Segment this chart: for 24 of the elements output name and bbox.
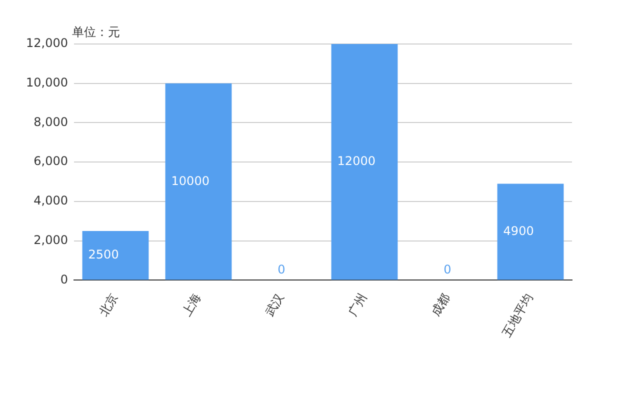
x-tick-label: 成都 bbox=[428, 290, 453, 319]
x-tick-label: 北京 bbox=[96, 290, 121, 319]
y-tick-label: 4,000 bbox=[34, 194, 68, 208]
y-tick-label: 8,000 bbox=[34, 114, 68, 129]
data-label: 0 bbox=[444, 262, 452, 276]
x-tick-label: 广州 bbox=[346, 290, 370, 319]
data-label: 2500 bbox=[88, 248, 119, 262]
y-tick-label: 2,000 bbox=[34, 232, 68, 247]
x-tick-label: 五地平均 bbox=[500, 290, 536, 340]
data-label: 12000 bbox=[337, 154, 376, 168]
data-label: 0 bbox=[278, 262, 286, 276]
x-tick-label: 上海 bbox=[180, 290, 204, 319]
bar bbox=[165, 83, 232, 280]
x-tick-label: 武汉 bbox=[262, 290, 287, 319]
y-tick-label: 0 bbox=[60, 272, 68, 286]
y-tick-label: 6,000 bbox=[34, 154, 68, 168]
bar bbox=[82, 231, 149, 280]
data-label: 10000 bbox=[171, 174, 210, 188]
y-axis-title: 单位：元 bbox=[72, 25, 120, 39]
y-tick-label: 10,000 bbox=[26, 75, 68, 90]
data-label: 4900 bbox=[503, 224, 534, 238]
bar bbox=[331, 44, 398, 280]
y-tick-label: 12,000 bbox=[26, 36, 68, 50]
bar bbox=[497, 184, 564, 280]
